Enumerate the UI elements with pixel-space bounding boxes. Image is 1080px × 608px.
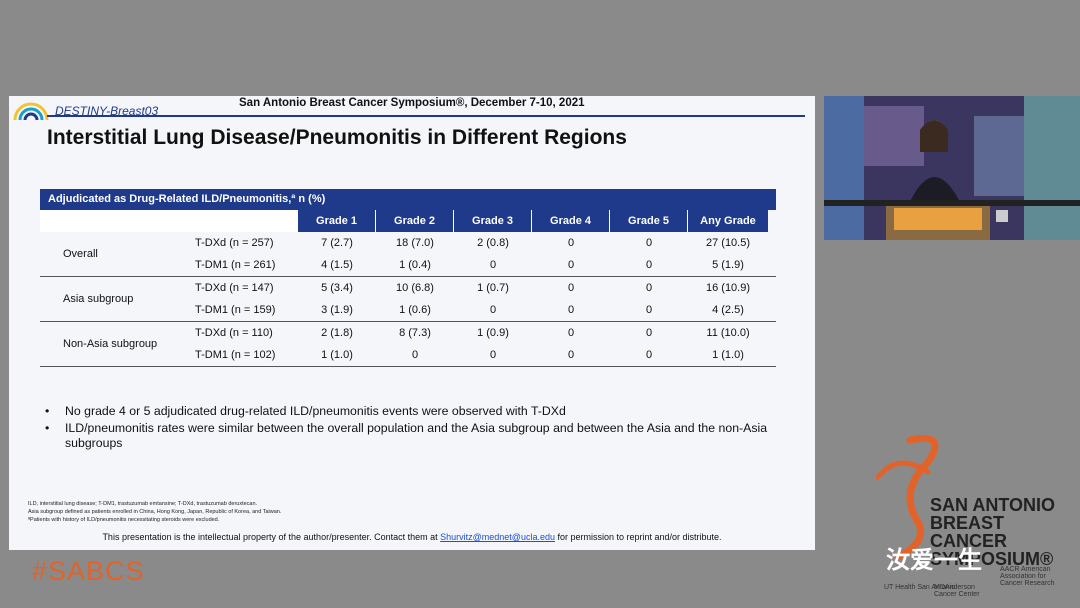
sabcs-line: SAN ANTONIO [930, 495, 1056, 515]
bullet-text: ILD/pneumonitis rates were similar betwe… [65, 421, 768, 450]
header-grade-5: Grade 5 [610, 210, 688, 232]
conference-header: San Antonio Breast Cancer Symposium®, De… [239, 97, 585, 109]
table-cell: 8 (7.3) [399, 327, 431, 339]
sponsor-ut-health: UT Health San Antonio [884, 584, 956, 591]
footnote: ILD, interstitial lung disease; T-DM1, t… [28, 501, 258, 507]
table-cell: 0 [645, 282, 653, 294]
group-label: Overall [63, 248, 98, 260]
sabcs-line: SYMPOSIUM® [930, 549, 1054, 569]
bullet-dot: • [45, 404, 50, 418]
table-cell: 1 (0.7) [477, 282, 509, 294]
table-cell: 5 (1.9) [712, 259, 744, 271]
table-cell: 0 [567, 304, 575, 316]
header-any-grade: Any Grade [688, 210, 768, 232]
table-cell: 7 (2.7) [321, 237, 353, 249]
trial-name: DESTINY-Breast03 [55, 104, 159, 118]
footnotes: ILD, interstitial lung disease; T-DM1, t… [28, 500, 281, 524]
table-cell: 0 [645, 349, 653, 361]
arm-label: T-DXd (n = 147) [195, 282, 274, 294]
table-cell: 0 [567, 349, 575, 361]
table-cell: 0 [567, 327, 575, 339]
header-grade-4: Grade 4 [532, 210, 610, 232]
speaker-video [824, 96, 1080, 240]
hashtag: #SABCS [32, 556, 145, 586]
table-cell: 4 (2.5) [712, 304, 744, 316]
table-row: T-DM1 (n = 261) 4 (1.5) 1 (0.4) 0 0 0 5 … [170, 254, 776, 276]
table-row: T-DM1 (n = 159) 3 (1.9) 1 (0.6) 0 0 0 4 … [170, 299, 776, 321]
table-cell: 10 (6.8) [396, 282, 434, 294]
bullet-dot: • [45, 421, 50, 435]
list-item: • No grade 4 or 5 adjudicated drug-relat… [45, 404, 785, 419]
table-cell: 2 (0.8) [477, 237, 509, 249]
ild-table: Adjudicated as Drug-Related ILD/Pneumoni… [40, 189, 776, 367]
header-grade-2: Grade 2 [376, 210, 454, 232]
table-cell: 11 (10.0) [706, 327, 750, 339]
table-cell: 0 [489, 349, 497, 361]
table-cell: 2 (1.8) [321, 327, 353, 339]
bullet-list: • No grade 4 or 5 adjudicated drug-relat… [45, 404, 785, 453]
table-row: T-DM1 (n = 102) 1 (1.0) 0 0 0 0 1 (1.0) [170, 344, 776, 366]
header-rule [47, 115, 805, 117]
table-cell: 0 [645, 327, 653, 339]
footnote: Asia subgroup defined as patients enroll… [28, 509, 282, 515]
table-cell: 4 (1.5) [321, 259, 353, 271]
table-cell: 1 (0.6) [399, 304, 431, 316]
table-cell: 0 [567, 259, 575, 271]
sabcs-wordmark: SAN ANTONIO BREAST CANCER SYMPOSIUM® [930, 496, 1080, 568]
footnote: ªPatients with history of ILD/pneumoniti… [28, 517, 220, 523]
table-cell: 0 [567, 237, 575, 249]
table-cell: 18 (7.0) [396, 237, 434, 249]
table-row: T-DXd (n = 257) 7 (2.7) 18 (7.0) 2 (0.8)… [170, 232, 776, 254]
table-group-non-asia: Non-Asia subgroup T-DXd (n = 110) 2 (1.8… [40, 322, 776, 367]
table-cell: 1 (1.0) [321, 349, 353, 361]
table-cell: 0 [489, 304, 497, 316]
sabcs-line: BREAST CANCER [930, 513, 1008, 551]
bullet-text: No grade 4 or 5 adjudicated drug-related… [65, 404, 566, 418]
destiny-logo-icon [13, 102, 49, 121]
contact-email-link[interactable]: Shurvitz@mednet@ucla.edu [440, 532, 555, 542]
table-cell: 3 (1.9) [321, 304, 353, 316]
table-row: T-DXd (n = 110) 2 (1.8) 8 (7.3) 1 (0.9) … [170, 322, 776, 344]
table-row: T-DXd (n = 147) 5 (3.4) 10 (6.8) 1 (0.7)… [170, 277, 776, 299]
list-item: • ILD/pneumonitis rates were similar bet… [45, 421, 785, 451]
arm-label: T-DXd (n = 110) [195, 327, 273, 339]
arm-label: T-DM1 (n = 102) [195, 349, 276, 361]
header-blank-cell [40, 210, 298, 232]
table-group-overall: Overall T-DXd (n = 257) 7 (2.7) 18 (7.0)… [40, 232, 776, 277]
table-cell: 27 (10.5) [705, 237, 751, 249]
table-cell: 0 [567, 282, 575, 294]
speaker-scene-icon [824, 96, 1080, 240]
table-cell: 0 [645, 259, 653, 271]
table-cell: 0 [645, 304, 653, 316]
table-cell: 1 (0.9) [477, 327, 509, 339]
arm-label: T-DM1 (n = 261) [195, 259, 276, 271]
header-grade-3: Grade 3 [454, 210, 532, 232]
table-cell: 0 [411, 349, 419, 361]
sponsor-aacr: AACR American Association for Cancer Res… [1000, 566, 1055, 587]
table-cell: 16 (10.9) [705, 282, 751, 294]
presentation-slide: DESTINY-Breast03 San Antonio Breast Canc… [9, 96, 815, 550]
table-group-asia: Asia subgroup T-DXd (n = 147) 5 (3.4) 10… [40, 277, 776, 322]
table-header-row: Grade 1 Grade 2 Grade 3 Grade 4 Grade 5 … [40, 210, 776, 232]
arm-label: T-DXd (n = 257) [195, 237, 274, 249]
table-cell: 0 [489, 259, 497, 271]
table-cell: 1 (0.4) [399, 259, 431, 271]
table-cell: 5 (3.4) [321, 282, 353, 294]
group-label: Asia subgroup [63, 293, 134, 305]
group-label: Non-Asia subgroup [63, 338, 158, 350]
watermark: 汝爱一生 [886, 547, 982, 574]
header-grade-1: Grade 1 [298, 210, 376, 232]
sabcs-logo-icon [875, 434, 939, 561]
table-cell: 0 [645, 237, 653, 249]
slide-title: Interstitial Lung Disease/Pneumonitis in… [47, 126, 627, 149]
arm-label: T-DM1 (n = 159) [195, 304, 276, 316]
table-cell: 1 (1.0) [712, 349, 744, 361]
ip-notice-suffix: for permission to reprint and/or distrib… [554, 532, 722, 542]
ip-notice: This presentation is the intellectual pr… [9, 532, 815, 542]
table-caption: Adjudicated as Drug-Related ILD/Pneumoni… [40, 189, 776, 210]
sponsor-mdanderson: MDAnderson Cancer Center [934, 584, 980, 598]
ip-notice-prefix: This presentation is the intellectual pr… [102, 532, 441, 542]
